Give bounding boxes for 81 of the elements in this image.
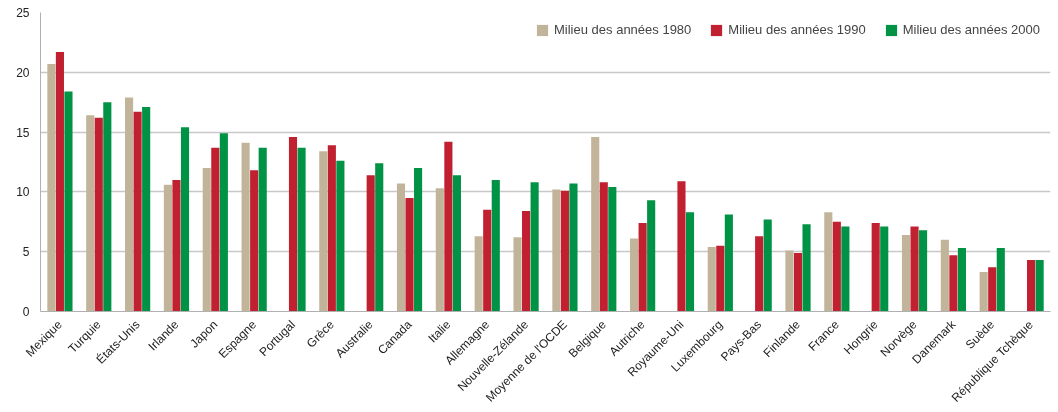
bar [55,51,64,312]
bar [452,175,461,312]
bar [949,255,958,312]
bar [802,224,811,312]
bar [491,179,500,312]
bar [366,175,375,312]
bar [142,106,151,312]
y-tick-label: 25 [16,6,30,20]
bar [336,160,345,312]
bar [871,223,880,312]
bar [414,167,423,312]
bar [919,230,928,312]
bar [785,250,794,312]
bar [211,147,220,312]
bar [647,200,656,312]
bar [677,181,686,312]
bar [1027,260,1036,312]
bar [724,214,733,312]
bar [979,272,988,312]
bar [522,211,531,312]
bar [608,187,617,312]
bar [297,147,306,312]
bar [716,245,725,312]
bar [94,117,103,312]
bar [630,238,639,312]
y-tick-label: 10 [16,185,30,200]
bar [988,267,997,312]
legend-label: Milieu des années 1990 [728,22,866,37]
bar [880,226,889,312]
bar [685,212,695,312]
y-tick-label: 20 [16,65,30,80]
bar [832,221,841,312]
bar [483,209,492,312]
bar [996,248,1005,312]
bar [125,97,134,312]
bar [47,63,56,312]
y-tick-label: 15 [16,125,30,140]
bar [444,141,453,312]
bar [841,226,850,312]
bar [513,237,522,312]
bar [64,91,73,312]
bar [474,236,483,312]
bar [793,252,803,312]
bar [396,183,406,312]
bar [319,151,328,312]
bar [405,197,414,312]
bar [560,190,569,312]
bar [824,212,833,312]
bar [258,147,267,312]
bar [202,167,211,312]
bar [569,183,578,312]
bar [86,115,95,312]
bar [552,189,561,312]
bar [901,234,911,312]
bar [763,219,772,312]
bar [241,142,250,312]
bar [250,170,259,312]
legend-label: Milieu des années 1980 [554,22,692,37]
bar [435,188,444,312]
y-tick-label: 5 [22,245,30,260]
bar [1035,260,1044,312]
y-tick-label: 0 [22,305,30,319]
bar [327,145,336,312]
bar [591,136,600,312]
bar [288,136,298,312]
bar [755,236,764,312]
bar [599,182,608,312]
bar [172,179,181,312]
bar [957,248,966,312]
bar [530,182,539,312]
bar [180,127,190,312]
bar [103,102,112,312]
bar [375,163,384,312]
bar [163,184,172,312]
bar [219,133,228,312]
legend-label: Milieu des années 2000 [902,22,1040,37]
bar [638,223,647,312]
bar [910,226,919,312]
bar [940,239,949,312]
bar [707,246,716,312]
bar [133,111,142,312]
